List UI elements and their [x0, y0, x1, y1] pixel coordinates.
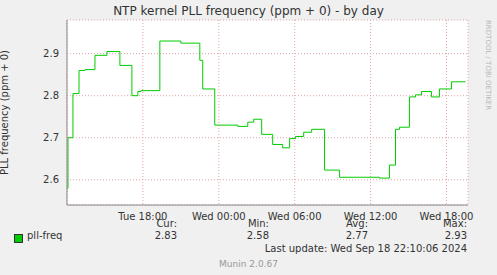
svg-text:2.7: 2.7 — [43, 132, 59, 143]
svg-text:2.9: 2.9 — [43, 48, 59, 59]
svg-text:PLL frequency (ppm + 0): PLL frequency (ppm + 0) — [8, 50, 10, 175]
svg-text:Wed 00:00: Wed 00:00 — [192, 211, 246, 222]
svg-text:Wed 06:00: Wed 06:00 — [268, 211, 322, 222]
svg-text:2.8: 2.8 — [43, 90, 59, 101]
svg-text:2.6: 2.6 — [43, 174, 59, 185]
